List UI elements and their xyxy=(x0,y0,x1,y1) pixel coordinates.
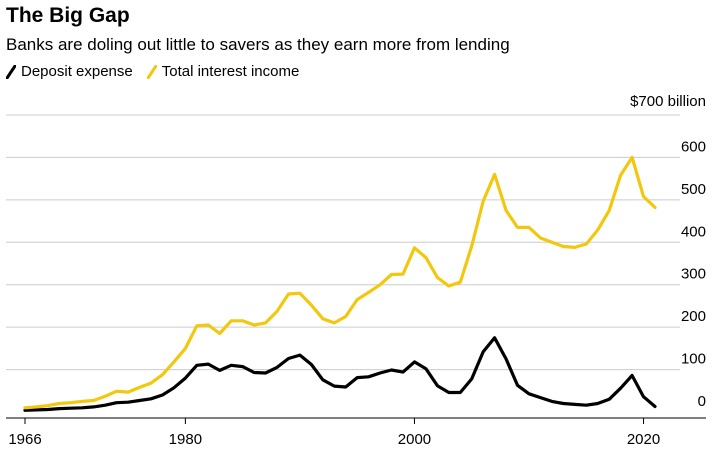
grid-layer xyxy=(6,114,680,371)
y-tick-label-100: 100 xyxy=(681,351,706,368)
axis-layer: 0 100 200 300 400 500 600 $700 billion 1966 1980 2… xyxy=(6,93,706,448)
series-layer xyxy=(23,155,657,412)
x-tick-label-1980: 1980 xyxy=(169,431,202,448)
x-tick-label-2000: 2000 xyxy=(398,431,431,448)
x-tick-label-2020: 2020 xyxy=(627,431,660,448)
series-line-deposit-expense xyxy=(23,336,657,412)
legend-label-deposit-expense: Deposit expense xyxy=(21,63,133,80)
chart-title: The Big Gap xyxy=(6,4,130,27)
y-tick-label-400: 400 xyxy=(681,223,706,240)
legend-swatch-total-interest-income xyxy=(146,64,157,79)
y-tick-label-600: 600 xyxy=(681,138,706,155)
y-tick-label-300: 300 xyxy=(681,266,706,283)
y-tick-label-0: 0 xyxy=(698,393,706,410)
legend-item-deposit-expense: Deposit expense xyxy=(6,63,133,80)
legend-item-total-interest-income: Total interest income xyxy=(146,63,300,80)
y-tick-label-700: $700 billion xyxy=(630,93,706,110)
chart-legend: Deposit expense Total interest income xyxy=(6,63,313,80)
y-tick-label-200: 200 xyxy=(681,308,706,325)
legend-swatch-deposit-expense xyxy=(6,64,16,79)
chart-subtitle: Banks are doling out little to savers as… xyxy=(6,35,510,54)
x-tick-label-1966: 1966 xyxy=(8,431,41,448)
series-line-total-interest-income xyxy=(23,155,657,410)
legend-label-total-interest-income: Total interest income xyxy=(161,63,300,80)
y-tick-label-500: 500 xyxy=(681,181,706,198)
